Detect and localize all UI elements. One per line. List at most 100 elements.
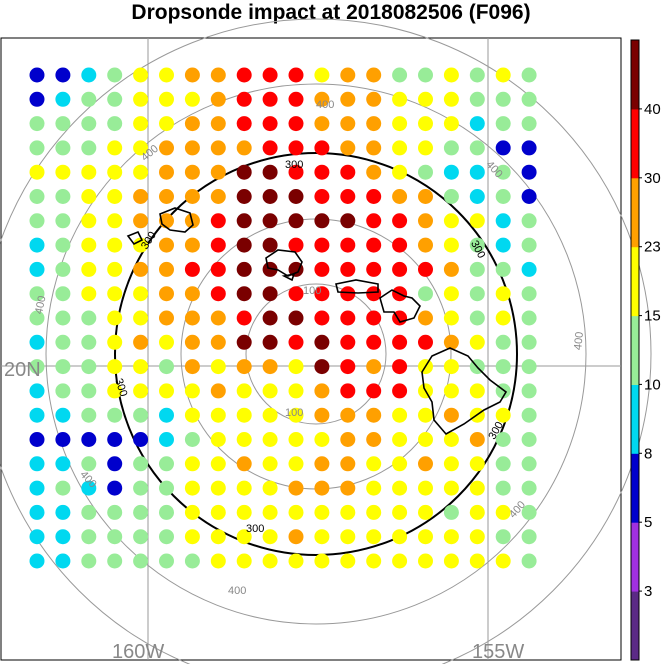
impact-dot: [521, 480, 537, 496]
impact-dot: [262, 213, 278, 229]
impact-dot: [55, 456, 71, 472]
impact-dot: [262, 237, 278, 253]
impact-dot: [314, 480, 330, 496]
impact-dot: [314, 553, 330, 569]
impact-dot: [443, 456, 459, 472]
impact-dot: [495, 237, 511, 253]
impact-dot: [288, 529, 304, 545]
colorbar-segment: [631, 522, 639, 592]
impact-dot: [29, 432, 45, 447]
impact-dot: [418, 237, 433, 253]
impact-dot: [495, 67, 511, 83]
lon-label-160w: 160W: [112, 641, 164, 663]
impact-dot: [392, 529, 408, 545]
impact-dot: [443, 140, 459, 156]
impact-dot: [133, 383, 149, 399]
impact-dot: [340, 310, 356, 326]
impact-dot: [55, 286, 71, 302]
impact-dot: [392, 237, 408, 253]
impact-dot: [469, 480, 485, 496]
impact-dot: [55, 237, 71, 253]
ring-label-300-right1: 300: [468, 239, 487, 261]
impact-dot: [236, 480, 252, 496]
colorbar-segment: [631, 591, 639, 661]
impact-dot: [314, 237, 330, 253]
impact-dot: [314, 116, 330, 132]
impact-dot: [210, 529, 226, 545]
impact-dot: [521, 237, 537, 253]
impact-dot: [159, 116, 174, 132]
ring-label-400-right: 400: [572, 331, 586, 351]
impact-dot: [262, 529, 278, 545]
impact-dot: [107, 529, 123, 545]
impact-dot: [443, 286, 459, 302]
impact-dot: [210, 334, 226, 350]
impact-dot: [55, 553, 71, 569]
impact-dot: [443, 261, 459, 277]
impact-dot: [55, 480, 71, 496]
impact-dot: [443, 237, 459, 253]
impact-dot: [392, 553, 408, 569]
impact-dot: [159, 504, 174, 520]
impact-dot: [340, 407, 356, 423]
impact-dot: [133, 504, 149, 520]
impact-dot: [366, 529, 382, 545]
impact-dot: [340, 164, 356, 180]
impact-dot: [443, 164, 459, 180]
impact-dot: [81, 456, 97, 472]
impact-dot: [29, 383, 45, 399]
impact-dot: [443, 189, 459, 204]
impact-dot: [55, 213, 71, 229]
colorbar-segment: [631, 315, 639, 385]
impact-dot: [418, 456, 433, 472]
impact-dot: [159, 383, 174, 399]
impact-dot: [81, 91, 97, 107]
impact-dot: [159, 480, 174, 496]
impact-dot: [210, 480, 226, 496]
impact-dot: [418, 529, 433, 545]
impact-dot: [443, 310, 459, 326]
impact-dot: [210, 237, 226, 253]
impact-dot: [288, 310, 304, 326]
impact-dot: [366, 504, 382, 520]
impact-dot: [236, 164, 252, 180]
impact-dot: [210, 91, 226, 107]
impact-dot: [236, 261, 252, 277]
impact-dot: [81, 189, 97, 204]
impact-dot: [495, 91, 511, 107]
impact-dot: [29, 286, 45, 302]
impact-dot: [184, 310, 200, 326]
impact-dot: [262, 407, 278, 423]
impact-dot: [288, 480, 304, 496]
impact-dot: [418, 67, 433, 83]
impact-dot: [366, 213, 382, 229]
impact-dot: [418, 480, 433, 496]
impact-dot: [495, 334, 511, 350]
impact-dot: [236, 553, 252, 569]
impact-dot: [81, 261, 97, 277]
impact-dot: [236, 359, 252, 375]
impact-dot: [288, 407, 304, 423]
colorbar-tick-label: 15: [644, 308, 661, 325]
impact-dot: [262, 164, 278, 180]
impact-dot: [107, 407, 123, 423]
impact-dot: [443, 116, 459, 132]
island-small: [281, 272, 296, 282]
impact-dot: [469, 261, 485, 277]
impact-dot: [55, 140, 71, 156]
impact-dot: [392, 164, 408, 180]
impact-dot: [418, 213, 433, 229]
island-molokai: [335, 279, 379, 294]
impact-dot: [366, 67, 382, 83]
impact-dot: [159, 286, 174, 302]
impact-dot: [55, 359, 71, 375]
range-ring-100: [245, 283, 387, 425]
impact-dot: [469, 383, 485, 399]
impact-dot: [340, 504, 356, 520]
impact-dot: [81, 407, 97, 423]
impact-dot: [495, 310, 511, 326]
impact-dot: [81, 383, 97, 399]
impact-dot: [314, 310, 330, 326]
impact-dot: [495, 261, 511, 277]
impact-dot: [133, 359, 149, 375]
